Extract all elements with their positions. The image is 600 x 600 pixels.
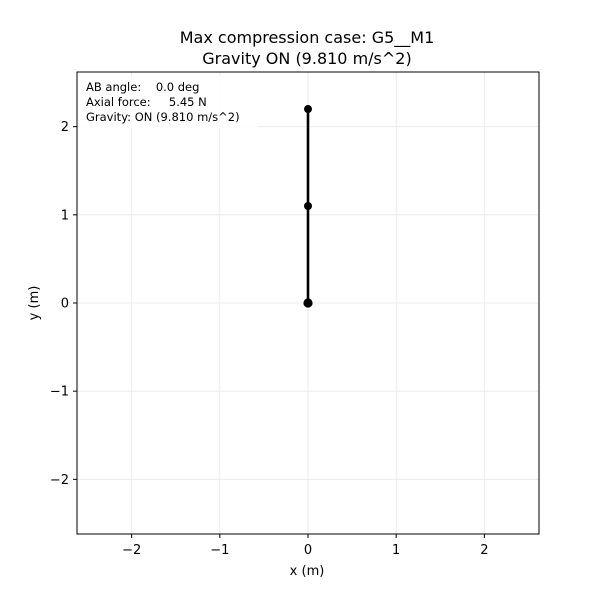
x-tick-label: −1: [210, 543, 229, 558]
node-point: [304, 105, 312, 114]
info-box-line: Axial force: 5.45 N: [86, 95, 207, 109]
chart-title-line-2: Gravity ON (9.810 m/s^2): [202, 49, 411, 68]
node-point: [304, 202, 312, 211]
x-tick-label: 0: [304, 543, 312, 558]
y-tick-label: −2: [50, 473, 69, 488]
axes-frame: [76, 71, 540, 535]
info-box-background: [80, 76, 258, 128]
x-tick-label: 2: [480, 543, 488, 558]
x-tick-label: −2: [122, 543, 141, 558]
y-axis-label: y (m): [27, 286, 42, 321]
ticks: −2 −1 0 1 2 −2 −1 0 1 2: [50, 120, 489, 558]
x-axis-label: x (m): [290, 564, 325, 579]
y-tick-label: 1: [61, 208, 69, 223]
series-layer: [303, 105, 313, 308]
node-point: [303, 298, 313, 308]
y-tick-label: −1: [50, 385, 69, 400]
info-box-line: Gravity: ON (9.810 m/s^2): [86, 110, 240, 124]
y-tick-label: 0: [61, 297, 69, 312]
y-tick-label: 2: [61, 120, 69, 135]
x-tick-label: 1: [392, 543, 400, 558]
chart-title-line-1: Max compression case: G5__M1: [180, 28, 435, 48]
info-box-line: AB angle: 0.0 deg: [86, 80, 199, 94]
